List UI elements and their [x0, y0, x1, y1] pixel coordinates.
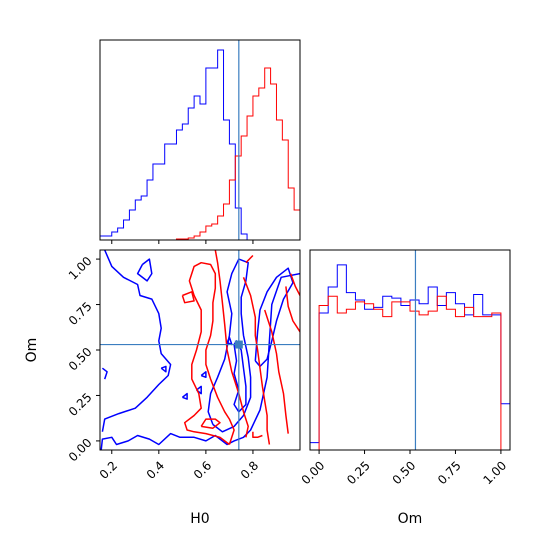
contour-series-1-1 — [181, 291, 195, 304]
h0-hist-series-1 — [100, 67, 300, 240]
contour-series-1-6 — [252, 431, 263, 439]
om-marginal-panel: 0.00 0.25 0.50 0.75 1.00 Om — [299, 249, 511, 527]
contour-series-0-7 — [181, 392, 188, 400]
om-xtick-label: 0.00 — [299, 458, 328, 487]
joint-xtick-label: 0.2 — [97, 458, 120, 481]
joint-ytick-label: 0.75 — [66, 299, 95, 328]
h0-marginal-panel — [99, 39, 301, 244]
contour-series-1-7 — [263, 309, 289, 434]
contour-series-0-1 — [101, 250, 172, 432]
contour-series-0-8 — [200, 371, 207, 379]
contour-series-1-9 — [289, 273, 300, 296]
contour-series-1-5 — [245, 254, 254, 264]
contour-series-0-3 — [136, 258, 153, 282]
h0-om-joint-panel: 0.2 0.4 0.6 0.8 0.00 0.25 0.50 0.75 1.00 H0 Om — [24, 249, 301, 527]
om-hist-series-0 — [310, 264, 510, 444]
om-xtick-label: 1.00 — [480, 458, 509, 487]
contour-series-1-2 — [200, 418, 221, 429]
contour-series-1-0 — [183, 261, 235, 446]
contour-series-1-3 — [214, 250, 249, 438]
contour-series-0-10 — [226, 336, 233, 346]
om-xtick-label: 0.75 — [435, 458, 464, 487]
x-axis-label-h0: H0 — [190, 511, 209, 527]
joint-truth-marker — [234, 340, 243, 349]
contour-series-1-4 — [242, 277, 271, 445]
joint-xtick-label: 0.6 — [191, 458, 214, 481]
contour-series-0-9 — [196, 385, 202, 395]
om-marginal-frame — [309, 249, 511, 451]
om-xtick-label: 0.50 — [390, 458, 419, 487]
h0-hist-series-0 — [100, 49, 300, 240]
joint-ytick-label: 0.50 — [66, 345, 95, 374]
contour-series-0-4 — [160, 365, 167, 373]
h0-marginal-frame — [99, 39, 301, 241]
joint-ytick-label: 1.00 — [66, 254, 95, 283]
joint-xtick-label: 0.8 — [238, 458, 261, 481]
joint-ytick-label: 0.25 — [66, 390, 95, 419]
contour-series-0-5 — [207, 258, 252, 433]
contour-series-0-0 — [100, 272, 300, 450]
contour-series-0-11 — [254, 267, 294, 368]
om-xtick-label: 0.25 — [344, 458, 373, 487]
x-axis-label-om: Om — [398, 511, 423, 527]
contour-series-0-2 — [101, 367, 108, 380]
y-axis-label-om: Om — [24, 338, 40, 363]
om-hist-series-1 — [310, 295, 510, 450]
contour-series-1-8 — [285, 286, 300, 333]
joint-ytick-label: 0.00 — [66, 436, 95, 465]
joint-xtick-label: 0.4 — [144, 458, 167, 481]
